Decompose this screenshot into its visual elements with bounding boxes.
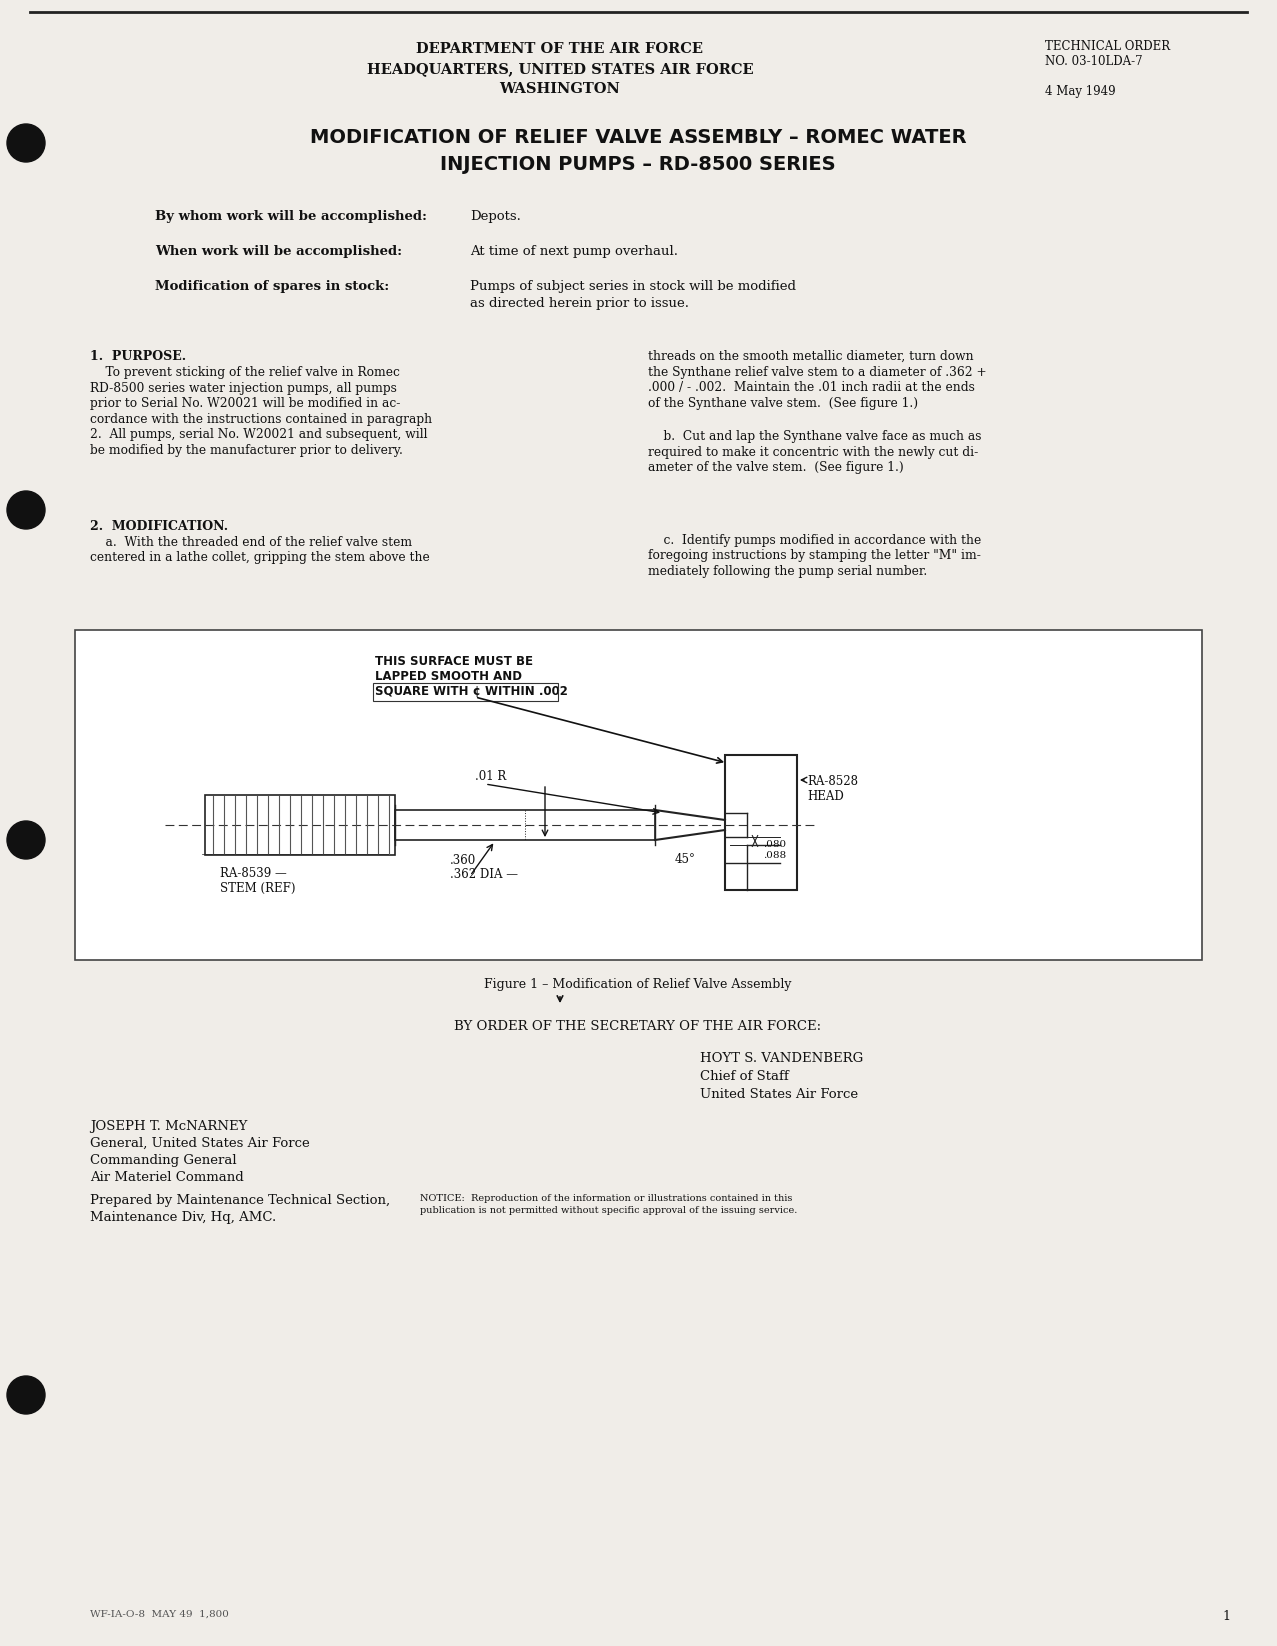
Text: HEADQUARTERS, UNITED STATES AIR FORCE: HEADQUARTERS, UNITED STATES AIR FORCE bbox=[366, 63, 753, 76]
Text: prior to Serial No. W20021 will be modified in ac-: prior to Serial No. W20021 will be modif… bbox=[89, 397, 401, 410]
Text: as directed herein prior to issue.: as directed herein prior to issue. bbox=[470, 296, 690, 309]
Text: RA-8528: RA-8528 bbox=[807, 775, 858, 788]
Bar bbox=[206, 795, 395, 854]
Text: 1.  PURPOSE.: 1. PURPOSE. bbox=[89, 351, 186, 364]
Bar bbox=[395, 810, 655, 839]
Text: .01 R: .01 R bbox=[475, 770, 506, 783]
Text: c.  Identify pumps modified in accordance with the: c. Identify pumps modified in accordance… bbox=[647, 533, 981, 546]
Text: 4 May 1949: 4 May 1949 bbox=[1045, 86, 1116, 99]
Text: General, United States Air Force: General, United States Air Force bbox=[89, 1137, 310, 1151]
Text: INJECTION PUMPS – RD-8500 SERIES: INJECTION PUMPS – RD-8500 SERIES bbox=[441, 155, 836, 174]
Text: b.  Cut and lap the Synthane valve face as much as: b. Cut and lap the Synthane valve face a… bbox=[647, 430, 982, 443]
Text: At time of next pump overhaul.: At time of next pump overhaul. bbox=[470, 245, 678, 258]
Bar bbox=[373, 683, 558, 701]
Text: Chief of Staff: Chief of Staff bbox=[700, 1070, 789, 1083]
Text: of the Synthane valve stem.  (See figure 1.): of the Synthane valve stem. (See figure … bbox=[647, 397, 918, 410]
Text: 1: 1 bbox=[1222, 1610, 1230, 1623]
Text: ameter of the valve stem.  (See figure 1.): ameter of the valve stem. (See figure 1.… bbox=[647, 461, 904, 474]
Text: HOYT S. VANDENBERG: HOYT S. VANDENBERG bbox=[700, 1052, 863, 1065]
Text: mediately following the pump serial number.: mediately following the pump serial numb… bbox=[647, 565, 927, 578]
Text: 2.  All pumps, serial No. W20021 and subsequent, will: 2. All pumps, serial No. W20021 and subs… bbox=[89, 428, 428, 441]
Text: JOSEPH T. McNARNEY: JOSEPH T. McNARNEY bbox=[89, 1119, 248, 1132]
Text: Air Materiel Command: Air Materiel Command bbox=[89, 1170, 244, 1183]
Text: HEAD: HEAD bbox=[807, 790, 844, 803]
Text: centered in a lathe collet, gripping the stem above the: centered in a lathe collet, gripping the… bbox=[89, 551, 430, 565]
Text: .362 DIA —: .362 DIA — bbox=[450, 867, 518, 881]
Text: BY ORDER OF THE SECRETARY OF THE AIR FORCE:: BY ORDER OF THE SECRETARY OF THE AIR FOR… bbox=[455, 1021, 821, 1034]
Text: 45°: 45° bbox=[676, 853, 696, 866]
Text: cordance with the instructions contained in paragraph: cordance with the instructions contained… bbox=[89, 413, 432, 426]
Text: LAPPED SMOOTH AND: LAPPED SMOOTH AND bbox=[375, 670, 522, 683]
Text: When work will be accomplished:: When work will be accomplished: bbox=[155, 245, 402, 258]
Text: THIS SURFACE MUST BE: THIS SURFACE MUST BE bbox=[375, 655, 533, 668]
Text: NOTICE:  Reproduction of the information or illustrations contained in this: NOTICE: Reproduction of the information … bbox=[420, 1193, 792, 1203]
Text: Pumps of subject series in stock will be modified: Pumps of subject series in stock will be… bbox=[470, 280, 796, 293]
Text: Prepared by Maintenance Technical Section,: Prepared by Maintenance Technical Sectio… bbox=[89, 1193, 391, 1207]
Text: .080: .080 bbox=[762, 839, 787, 849]
Text: DEPARTMENT OF THE AIR FORCE: DEPARTMENT OF THE AIR FORCE bbox=[416, 43, 704, 56]
Text: Maintenance Div, Hq, AMC.: Maintenance Div, Hq, AMC. bbox=[89, 1211, 276, 1225]
Text: 2.  MODIFICATION.: 2. MODIFICATION. bbox=[89, 520, 229, 533]
Text: WASHINGTON: WASHINGTON bbox=[499, 82, 621, 95]
Text: Depots.: Depots. bbox=[470, 211, 521, 222]
Circle shape bbox=[6, 1376, 45, 1414]
Text: Modification of spares in stock:: Modification of spares in stock: bbox=[155, 280, 389, 293]
Text: MODIFICATION OF RELIEF VALVE ASSEMBLY – ROMEC WATER: MODIFICATION OF RELIEF VALVE ASSEMBLY – … bbox=[310, 128, 967, 146]
Circle shape bbox=[6, 821, 45, 859]
Bar bbox=[725, 756, 797, 890]
Text: be modified by the manufacturer prior to delivery.: be modified by the manufacturer prior to… bbox=[89, 443, 402, 456]
Text: Figure 1 – Modification of Relief Valve Assembly: Figure 1 – Modification of Relief Valve … bbox=[484, 978, 792, 991]
Circle shape bbox=[6, 123, 45, 161]
Circle shape bbox=[6, 491, 45, 528]
Text: Commanding General: Commanding General bbox=[89, 1154, 236, 1167]
Text: United States Air Force: United States Air Force bbox=[700, 1088, 858, 1101]
Text: a.  With the threaded end of the relief valve stem: a. With the threaded end of the relief v… bbox=[89, 537, 412, 550]
Text: NO. 03-10LDA-7: NO. 03-10LDA-7 bbox=[1045, 54, 1143, 67]
Text: publication is not permitted without specific approval of the issuing service.: publication is not permitted without spe… bbox=[420, 1207, 797, 1215]
Text: TECHNICAL ORDER: TECHNICAL ORDER bbox=[1045, 40, 1170, 53]
Text: WF-IA-O-8  MAY 49  1,800: WF-IA-O-8 MAY 49 1,800 bbox=[89, 1610, 229, 1620]
Text: STEM (REF): STEM (REF) bbox=[220, 882, 295, 895]
Text: By whom work will be accomplished:: By whom work will be accomplished: bbox=[155, 211, 427, 222]
Text: threads on the smooth metallic diameter, turn down: threads on the smooth metallic diameter,… bbox=[647, 351, 973, 364]
Text: required to make it concentric with the newly cut di-: required to make it concentric with the … bbox=[647, 446, 978, 459]
Text: .088: .088 bbox=[762, 851, 787, 859]
Text: RA-8539 —: RA-8539 — bbox=[220, 867, 287, 881]
Text: .360: .360 bbox=[450, 854, 476, 867]
Text: SQUARE WITH ¢ WITHIN .002: SQUARE WITH ¢ WITHIN .002 bbox=[375, 685, 568, 698]
Text: .000 / - .002.  Maintain the .01 inch radii at the ends: .000 / - .002. Maintain the .01 inch rad… bbox=[647, 380, 974, 393]
Text: foregoing instructions by stamping the letter "M" im-: foregoing instructions by stamping the l… bbox=[647, 550, 981, 563]
Bar bbox=[75, 630, 1202, 960]
Text: RD-8500 series water injection pumps, all pumps: RD-8500 series water injection pumps, al… bbox=[89, 382, 397, 395]
Text: To prevent sticking of the relief valve in Romec: To prevent sticking of the relief valve … bbox=[89, 365, 400, 379]
Text: the Synthane relief valve stem to a diameter of .362 +: the Synthane relief valve stem to a diam… bbox=[647, 365, 987, 379]
